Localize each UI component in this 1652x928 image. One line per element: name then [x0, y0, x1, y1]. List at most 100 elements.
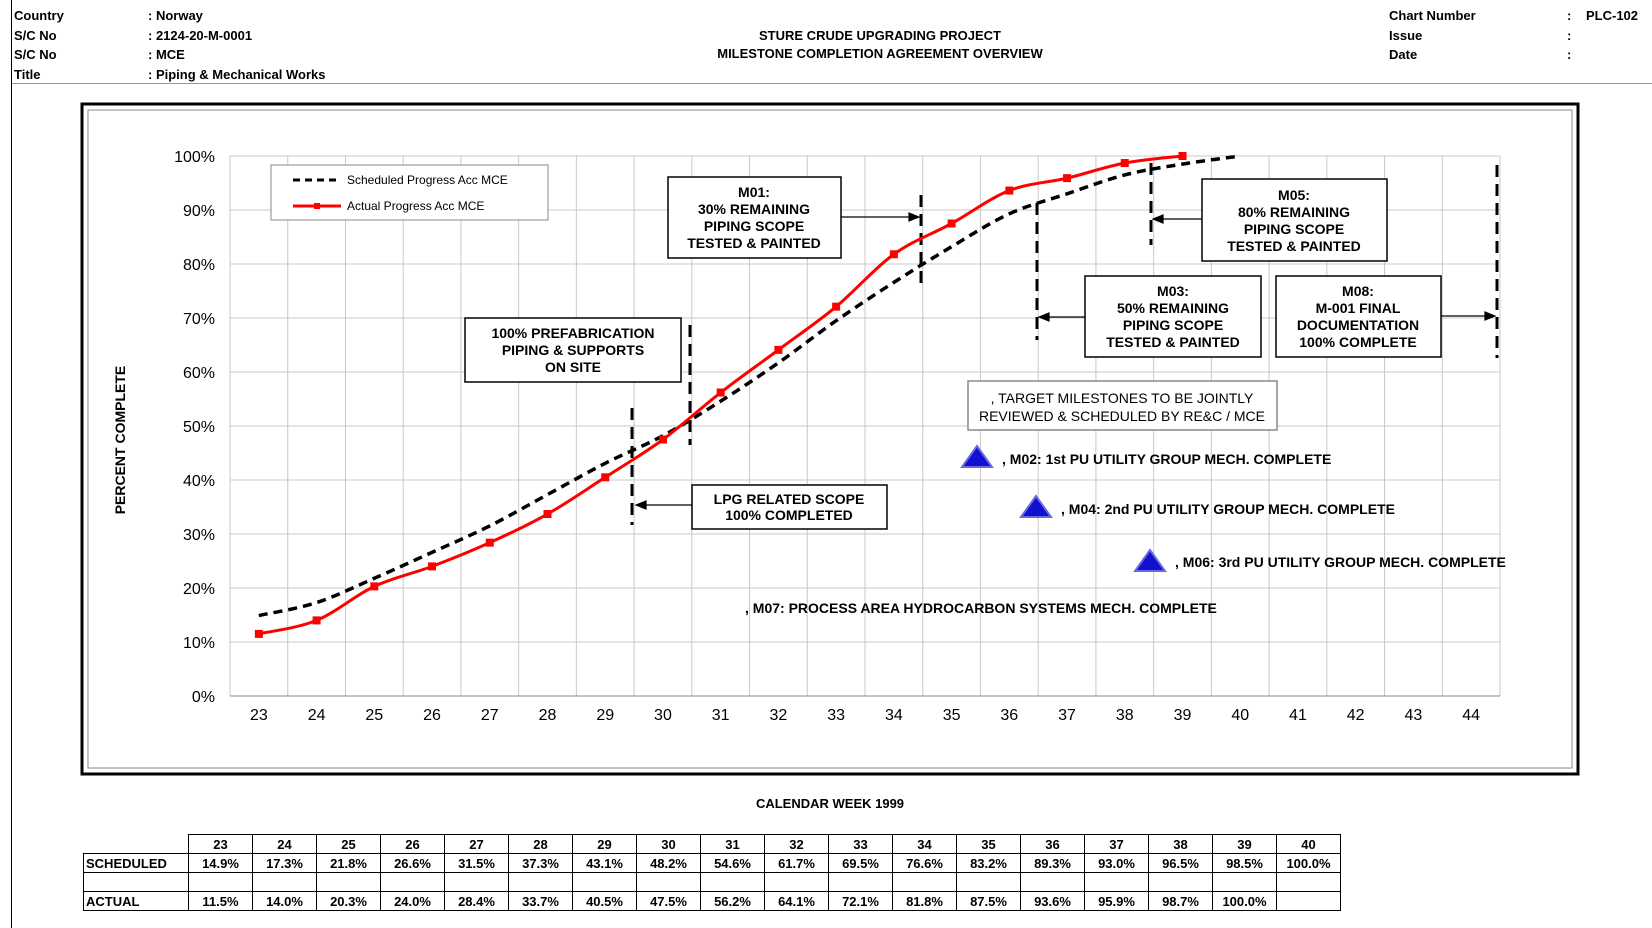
- table-cell-actual: [1276, 891, 1341, 911]
- table-cell-actual: 98.7%: [1148, 891, 1213, 911]
- x-tick-label: 27: [481, 707, 499, 724]
- table-cell-scheduled: 43.1%: [572, 853, 637, 873]
- header-value-sc-no: : 2124-20-M-0001: [148, 28, 253, 43]
- annotation-m05-line-4: TESTED & PAINTED: [1227, 238, 1361, 254]
- x-tick-label: 29: [596, 707, 614, 724]
- table-cell-gap: [444, 872, 509, 892]
- table-cell-scheduled: 26.6%: [380, 853, 445, 873]
- annotation-m05-line-2: 80% REMAINING: [1238, 204, 1350, 220]
- annotation-m05-line-3: PIPING SCOPE: [1244, 221, 1344, 237]
- table-cell-gap: [892, 872, 957, 892]
- table-week-header: 23: [188, 834, 253, 854]
- series-scheduled-line: [258, 154, 1241, 618]
- annotation-prefab: 100% PREFABRICATION PIPING & SUPPORTS ON…: [464, 317, 682, 383]
- y-tick-label: 80%: [183, 257, 215, 274]
- table-week-header: 35: [956, 834, 1021, 854]
- table-week-header: 24: [252, 834, 317, 854]
- x-tick-label: 37: [1058, 707, 1076, 724]
- project-title: STURE CRUDE UPGRADING PROJECT: [759, 28, 1001, 43]
- table-week-header: 38: [1148, 834, 1213, 854]
- table-cell-gap: [700, 872, 765, 892]
- y-tick-label: 20%: [183, 581, 215, 598]
- table-cell-actual: 81.8%: [892, 891, 957, 911]
- table-week-header: 37: [1084, 834, 1149, 854]
- series-actual-markers: [254, 152, 1187, 638]
- progress-chart: 0% 10% 20% 30% 40% 50% 60% 70% 80% 90% 100% 23 24 25…: [80, 102, 1580, 776]
- header-label-issue: Issue: [1389, 28, 1423, 43]
- actual-data-point: [1005, 186, 1014, 195]
- annotation-prefab-line-3: ON SITE: [545, 359, 601, 375]
- table-cell-gap: [828, 872, 893, 892]
- arrow-m08-head: [1484, 311, 1497, 321]
- milestone-markers: [630, 163, 1499, 525]
- x-ticks: 23 24 25 26 27 28 29 30 31 32 33 34 35 36 37 38 39 40 41 42…: [250, 707, 1480, 724]
- actual-data-point: [485, 538, 494, 547]
- y-tick-label: 40%: [183, 473, 215, 490]
- header-value-country: : Norway: [148, 8, 203, 23]
- header-label-country: Country: [14, 8, 64, 23]
- annotation-m01-line-4: TESTED & PAINTED: [687, 235, 821, 251]
- actual-data-point: [1063, 174, 1072, 183]
- actual-data-point: [601, 473, 610, 482]
- annotation-lpg-line-2: 100% COMPLETED: [725, 507, 853, 523]
- y-tick-label: 30%: [183, 527, 215, 544]
- header-label-sc-no: S/C No: [14, 28, 57, 43]
- annotation-m05-line-1: M05:: [1278, 187, 1310, 203]
- table-week-header: 29: [572, 834, 637, 854]
- x-tick-label: 42: [1347, 707, 1365, 724]
- header-colon-chart-number: :: [1567, 8, 1572, 23]
- legend-marker-actual: [314, 203, 320, 209]
- triangle-icon-m04: [1019, 494, 1053, 518]
- table-cell-gap: [252, 872, 317, 892]
- x-tick-label: 43: [1405, 707, 1423, 724]
- table-cell-actual: 64.1%: [764, 891, 829, 911]
- x-tick-label: 38: [1116, 707, 1134, 724]
- table-cell-gap: [636, 872, 701, 892]
- table-cell-scheduled: 100.0%: [1276, 853, 1341, 873]
- table-cell-actual: 33.7%: [508, 891, 573, 911]
- y-tick-label: 100%: [174, 149, 215, 166]
- annotation-prefab-line-1: 100% PREFABRICATION: [491, 325, 654, 341]
- annotation-m03-line-4: TESTED & PAINTED: [1106, 334, 1240, 350]
- annotation-m05: M05: 80% REMAINING PIPING SCOPE TESTED &…: [1201, 178, 1388, 262]
- actual-data-point: [428, 562, 437, 571]
- annotation-target-note: , TARGET MILESTONES TO BE JOINTLY REVIEW…: [967, 380, 1278, 431]
- chart-main-title: MILESTONE COMPLETION AGREEMENT OVERVIEW: [717, 46, 1043, 61]
- x-tick-label: 30: [654, 707, 672, 724]
- annotation-m08: M08: M-001 FINAL DOCUMENTATION 100% COMP…: [1275, 275, 1442, 358]
- legend-label-actual: Actual Progress Acc MCE: [347, 199, 484, 213]
- table-header-row: 23 24 25 26 27 28 29 30 31 32 33 34 35 36 37 38 39 40: [84, 834, 1341, 854]
- y-tick-label: 90%: [183, 203, 215, 220]
- annotation-m01-line-3: PIPING SCOPE: [704, 218, 804, 234]
- x-tick-label: 33: [827, 707, 845, 724]
- annotation-m03-line-2: 50% REMAINING: [1117, 300, 1229, 316]
- table-week-header: 34: [892, 834, 957, 854]
- header-colon-date: :: [1567, 47, 1572, 62]
- header-label-title: Title: [14, 67, 41, 82]
- table-cell-actual: 40.5%: [572, 891, 637, 911]
- table-cell-actual: 47.5%: [636, 891, 701, 911]
- x-tick-label: 24: [308, 707, 326, 724]
- table-cell-actual: 14.0%: [252, 891, 317, 911]
- header-value-contractor: : MCE: [148, 47, 185, 62]
- annotation-m01-line-1: M01:: [738, 184, 770, 200]
- table-cell-gap: [956, 872, 1021, 892]
- table-cell-actual: 93.6%: [1020, 891, 1085, 911]
- actual-data-point: [370, 582, 379, 591]
- table-cell-gap: [1212, 872, 1277, 892]
- table-gap-row: [83, 872, 1341, 892]
- triangle-icon-m02: [960, 444, 994, 468]
- table-row-actual: ACTUAL 11.5% 14.0% 20.3% 24.0% 28.4% 33.7% 40.…: [83, 891, 1341, 911]
- table-week-header: 28: [508, 834, 573, 854]
- table-cell-actual: 100.0%: [1212, 891, 1277, 911]
- table-cell-gap: [1084, 872, 1149, 892]
- table-cell-actual: 87.5%: [956, 891, 1021, 911]
- table-cell-gap: [188, 872, 253, 892]
- arrow-m05-head: [1151, 214, 1164, 224]
- actual-data-point: [543, 510, 552, 519]
- annotations: 100% PREFABRICATION PIPING & SUPPORTS ON…: [464, 176, 1442, 530]
- annotation-arrows: [634, 212, 1497, 510]
- annotation-m08-line-4: 100% COMPLETE: [1299, 334, 1416, 350]
- table-cell-gap: [572, 872, 637, 892]
- y-tick-label: 10%: [183, 635, 215, 652]
